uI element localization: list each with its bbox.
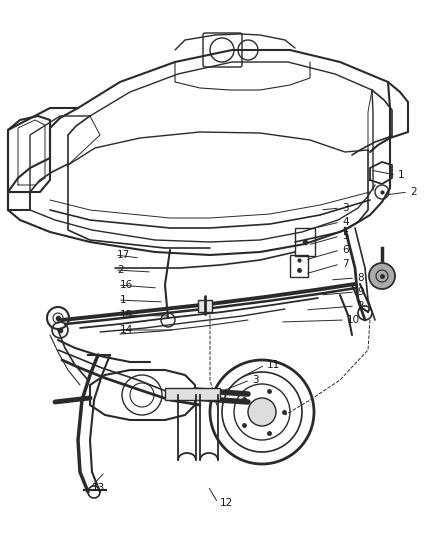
Circle shape: [248, 398, 276, 426]
Text: 8: 8: [357, 273, 364, 283]
Text: 15: 15: [120, 310, 133, 320]
Text: 2: 2: [410, 187, 417, 197]
Text: 1: 1: [398, 170, 405, 180]
Text: 17: 17: [117, 250, 130, 260]
Text: 9: 9: [357, 287, 364, 297]
FancyBboxPatch shape: [165, 388, 220, 400]
Text: 11: 11: [267, 360, 280, 370]
Text: 7: 7: [342, 259, 349, 269]
Text: 1: 1: [120, 295, 127, 305]
Text: 2: 2: [117, 265, 124, 275]
Text: 14: 14: [120, 325, 133, 335]
Text: 3: 3: [252, 375, 258, 385]
Text: 6: 6: [342, 245, 349, 255]
Circle shape: [369, 263, 395, 289]
Text: 16: 16: [120, 280, 133, 290]
Text: 13: 13: [92, 483, 105, 493]
Text: 2: 2: [357, 301, 364, 311]
Text: 12: 12: [220, 498, 233, 508]
Text: 5: 5: [342, 231, 349, 241]
Text: 4: 4: [342, 217, 349, 227]
FancyBboxPatch shape: [198, 300, 212, 312]
Text: 3: 3: [342, 203, 349, 213]
Text: 10: 10: [347, 315, 360, 325]
